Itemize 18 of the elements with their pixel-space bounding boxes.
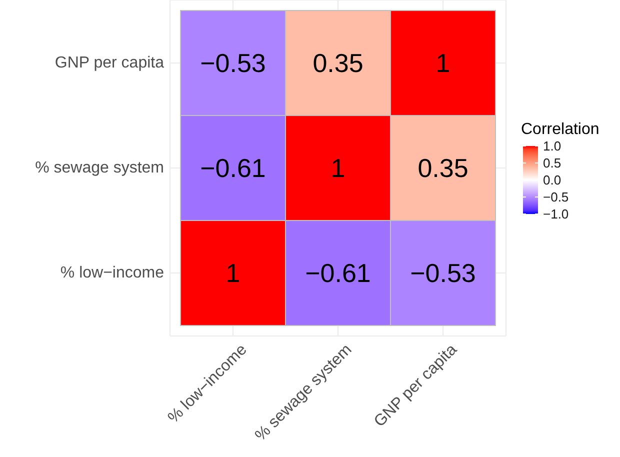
data-label: −0.53 — [200, 48, 266, 78]
data-label: −0.61 — [200, 153, 266, 183]
data-label: 0.35 — [312, 48, 364, 78]
data-label: 1 — [226, 258, 240, 288]
color-bar-label: 0.0 — [543, 172, 562, 188]
data-label: −0.53 — [410, 258, 476, 288]
color-bar-label: 1.0 — [543, 138, 562, 154]
color-bar-label: 0.5 — [543, 156, 562, 170]
color-bar-label: −1.0 — [543, 206, 569, 222]
color-bar-label: −0.5 — [543, 190, 569, 204]
y-tick-label: % low−income — [60, 264, 164, 282]
data-label: 1 — [436, 48, 450, 78]
y-tick-label: % sewage system — [35, 160, 164, 176]
data-label: 0.35 — [418, 153, 468, 183]
y-tick-label: GNP per capita — [54, 54, 164, 72]
color-bar-title: Correlation — [521, 121, 600, 138]
data-label: −0.61 — [305, 258, 371, 288]
data-label: 1 — [330, 153, 346, 183]
